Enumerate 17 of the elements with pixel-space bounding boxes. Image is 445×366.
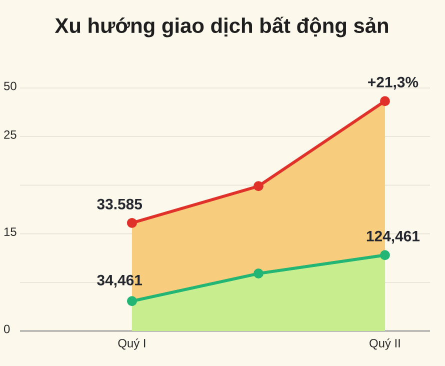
point	[380, 250, 390, 260]
text: 50	[4, 82, 16, 90]
annotation: 124,461	[366, 230, 420, 244]
annotation: +21,3%	[368, 76, 418, 90]
annotation: 33.585	[97, 198, 142, 210]
point	[126, 296, 137, 306]
text: 25	[4, 130, 16, 139]
chart-title: Xu hướng giao dịch bất động sản	[54, 16, 388, 38]
x-tick-label: Quý I	[118, 338, 146, 350]
text: 0	[4, 324, 10, 334]
annotation: 34,461	[97, 274, 142, 288]
x-tick-label: Quý II	[370, 338, 400, 350]
point	[253, 181, 264, 192]
text: 15	[4, 228, 16, 236]
point	[380, 96, 390, 106]
point	[253, 268, 264, 279]
point	[126, 218, 137, 228]
